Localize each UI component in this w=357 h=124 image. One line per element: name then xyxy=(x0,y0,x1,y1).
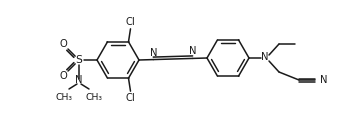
Text: CH₃: CH₃ xyxy=(55,93,72,102)
Text: N: N xyxy=(150,48,157,58)
Text: O: O xyxy=(59,71,67,81)
Text: CH₃: CH₃ xyxy=(85,93,102,102)
Text: S: S xyxy=(76,55,82,65)
Text: O: O xyxy=(59,39,67,49)
Text: Cl: Cl xyxy=(126,93,135,103)
Text: N: N xyxy=(261,52,269,62)
Text: N: N xyxy=(75,75,83,85)
Text: Cl: Cl xyxy=(126,17,135,27)
Text: N: N xyxy=(320,75,327,85)
Text: N: N xyxy=(189,46,196,56)
